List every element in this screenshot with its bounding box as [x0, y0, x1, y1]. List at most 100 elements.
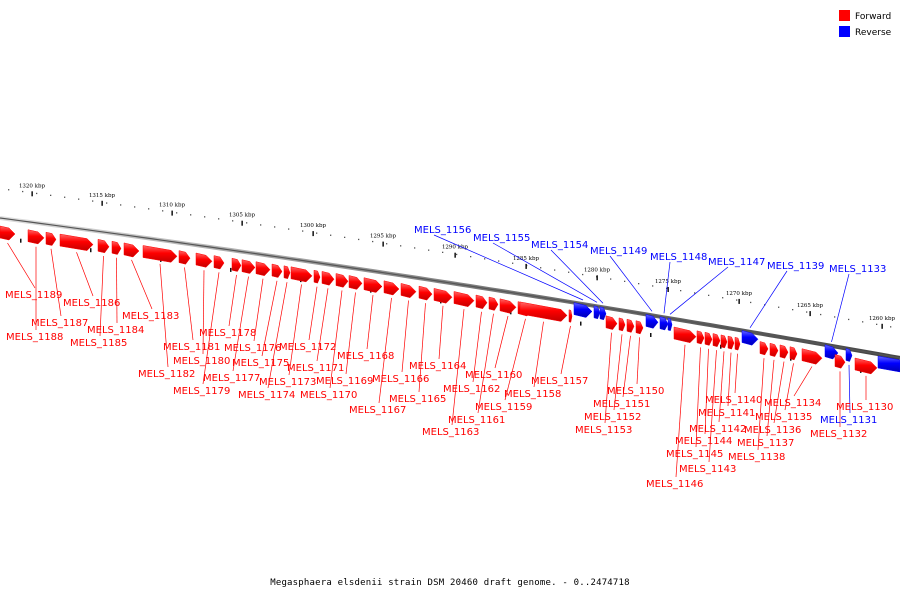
gene-arrow-mels-1156[interactable]: [573, 302, 593, 318]
gene-label-mels-1171[interactable]: MELS_1171: [287, 363, 344, 374]
gene-label-mels-1168[interactable]: MELS_1168: [337, 351, 394, 362]
gene-arrow-mels-1186[interactable]: [59, 233, 94, 251]
gene-arrow-mels-1153[interactable]: [605, 315, 618, 330]
gene-arrow-mels-1179[interactable]: [213, 255, 225, 270]
gene-label-mels-1135[interactable]: MELS_1135: [755, 412, 812, 423]
gene-label-mels-1134[interactable]: MELS_1134: [764, 398, 821, 409]
gene-arrow-mels-1139[interactable]: [741, 330, 759, 346]
gene-arrow-mels-1188[interactable]: [27, 229, 45, 245]
gene-label-mels-1130[interactable]: MELS_1130: [836, 402, 893, 413]
gene-label-mels-1131[interactable]: MELS_1131: [820, 415, 877, 426]
gene-label-mels-1184[interactable]: MELS_1184: [87, 325, 144, 336]
gene-arrow-mels-1172[interactable]: [313, 269, 321, 284]
gene-label-mels-1153[interactable]: MELS_1153: [575, 425, 632, 436]
gene-arrow-mels-1150[interactable]: [635, 320, 644, 335]
gene-arrow-mels-1161[interactable]: [488, 296, 499, 311]
gene-arrow-mels-1146[interactable]: [673, 326, 697, 343]
gene-label-mels-1167[interactable]: MELS_1167: [349, 405, 406, 416]
gene-arrow-mels-1142[interactable]: [720, 334, 728, 349]
gene-label-mels-1157[interactable]: MELS_1157: [531, 376, 588, 387]
gene-label-mels-1147[interactable]: MELS_1147: [708, 257, 765, 268]
gene-arrow-mels-1132[interactable]: [834, 354, 846, 369]
gene-arrow-mels-1166[interactable]: [400, 283, 417, 298]
gene-arrow-mels-1136[interactable]: [779, 344, 789, 359]
gene-label-mels-1186[interactable]: MELS_1186: [63, 298, 120, 309]
gene-label-mels-1138[interactable]: MELS_1138: [728, 452, 785, 463]
gene-label-mels-1158[interactable]: MELS_1158: [504, 389, 561, 400]
gene-arrow-mels-1157[interactable]: [568, 309, 573, 323]
gene-label-mels-1187[interactable]: MELS_1187: [31, 318, 88, 329]
gene-arrow-mels-1154[interactable]: [599, 306, 607, 321]
gene-arrow-mels-1141[interactable]: [727, 335, 735, 350]
gene-arrow-mels-1148[interactable]: [659, 316, 669, 331]
gene-label-mels-1177[interactable]: MELS_1177: [203, 373, 260, 384]
gene-label-mels-1182[interactable]: MELS_1182: [138, 369, 195, 380]
gene-arrow-mels-1181[interactable]: [178, 250, 191, 265]
gene-arrow-mels-1152[interactable]: [618, 317, 626, 332]
gene-label-mels-1179[interactable]: MELS_1179: [173, 386, 230, 397]
gene-arrow-mels-1140[interactable]: [734, 336, 741, 351]
gene-arrow-mels-1162[interactable]: [475, 294, 488, 309]
gene-label-mels-1165[interactable]: MELS_1165: [389, 394, 446, 405]
gene-label-mels-1169[interactable]: MELS_1169: [316, 376, 373, 387]
gene-arrow-mels-1169[interactable]: [348, 275, 363, 290]
gene-label-mels-1189[interactable]: MELS_1189: [5, 290, 62, 301]
gene-arrow-mels-1176[interactable]: [255, 261, 271, 276]
gene-arrow-mels-1144[interactable]: [704, 331, 713, 346]
gene-arrow-mels-1183[interactable]: [123, 242, 140, 258]
gene-arrow-mels-1178[interactable]: [231, 257, 242, 272]
gene-arrow-mels-1189[interactable]: [0, 225, 16, 241]
gene-arrow-mels-1184[interactable]: [111, 240, 122, 255]
gene-label-mels-1132[interactable]: MELS_1132: [810, 429, 867, 440]
gene-arrow-mels-1185[interactable]: [97, 238, 110, 254]
gene-label-mels-1172[interactable]: MELS_1172: [279, 342, 336, 353]
gene-arrow-mels-1134[interactable]: [801, 348, 823, 365]
gene-label-mels-1183[interactable]: MELS_1183: [122, 311, 179, 322]
gene-label-mels-1163[interactable]: MELS_1163: [422, 427, 479, 438]
gene-arrow-mels-1170[interactable]: [335, 273, 349, 288]
gene-label-mels-1173[interactable]: MELS_1173: [259, 377, 316, 388]
gene-label-mels-1144[interactable]: MELS_1144: [675, 436, 732, 447]
gene-arrow-mels-1163[interactable]: [453, 291, 475, 307]
gene-label-mels-1178[interactable]: MELS_1178: [199, 328, 256, 339]
gene-label-mels-1188[interactable]: MELS_1188: [6, 332, 63, 343]
gene-label-mels-1154[interactable]: MELS_1154: [531, 240, 588, 251]
gene-label-mels-1180[interactable]: MELS_1180: [173, 356, 230, 367]
gene-arrow-mels-1182[interactable]: [142, 245, 178, 263]
gene-label-mels-1176[interactable]: MELS_1176: [224, 343, 281, 354]
gene-label-mels-1156[interactable]: MELS_1156: [414, 225, 471, 236]
gene-arrow-mels-1174[interactable]: [283, 265, 291, 279]
gene-label-mels-1140[interactable]: MELS_1140: [705, 395, 762, 406]
gene-label-mels-1166[interactable]: MELS_1166: [372, 374, 429, 385]
gene-label-mels-1185[interactable]: MELS_1185: [70, 338, 127, 349]
gene-arrow-mels-1180[interactable]: [195, 252, 213, 268]
gene-label-mels-1145[interactable]: MELS_1145: [666, 449, 723, 460]
gene-label-mels-1146[interactable]: MELS_1146: [646, 479, 703, 490]
gene-label-mels-1175[interactable]: MELS_1175: [232, 358, 289, 369]
gene-label-mels-1159[interactable]: MELS_1159: [475, 402, 532, 413]
gene-label-mels-1148[interactable]: MELS_1148: [650, 252, 707, 263]
gene-arrow-mels-1177[interactable]: [241, 259, 256, 274]
gene-arrow-mels-1168[interactable]: [363, 277, 383, 293]
gene-arrow-mels-1164[interactable]: [433, 288, 453, 304]
gene-label-mels-1155[interactable]: MELS_1155: [473, 233, 530, 244]
gene-label-mels-1149[interactable]: MELS_1149: [590, 246, 647, 257]
gene-label-mels-1174[interactable]: MELS_1174: [238, 390, 295, 401]
gene-label-mels-1162[interactable]: MELS_1162: [443, 384, 500, 395]
gene-arrow-mels-1155[interactable]: [593, 305, 601, 320]
gene-label-mels-1161[interactable]: MELS_1161: [448, 415, 505, 426]
gene-label-mels-1143[interactable]: MELS_1143: [679, 464, 736, 475]
gene-arrow-mels-1145[interactable]: [696, 330, 705, 345]
gene-label-mels-1133[interactable]: MELS_1133: [829, 264, 886, 275]
gene-arrow-mels-1175[interactable]: [271, 263, 283, 278]
gene-arrow-mels-1151[interactable]: [626, 318, 635, 333]
gene-arrow-mels-1167[interactable]: [383, 280, 400, 296]
gene-label-mels-1136[interactable]: MELS_1136: [744, 425, 801, 436]
gene-label-mels-1142[interactable]: MELS_1142: [689, 424, 746, 435]
gene-arrow-mels-1137[interactable]: [769, 342, 779, 357]
gene-label-mels-1181[interactable]: MELS_1181: [163, 342, 220, 353]
gene-arrow-mels-1130[interactable]: [854, 357, 878, 375]
gene-arrow-mels-1171[interactable]: [321, 271, 335, 286]
gene-arrow-mels-1165[interactable]: [418, 285, 433, 301]
gene-label-mels-1141[interactable]: MELS_1141: [698, 408, 755, 419]
